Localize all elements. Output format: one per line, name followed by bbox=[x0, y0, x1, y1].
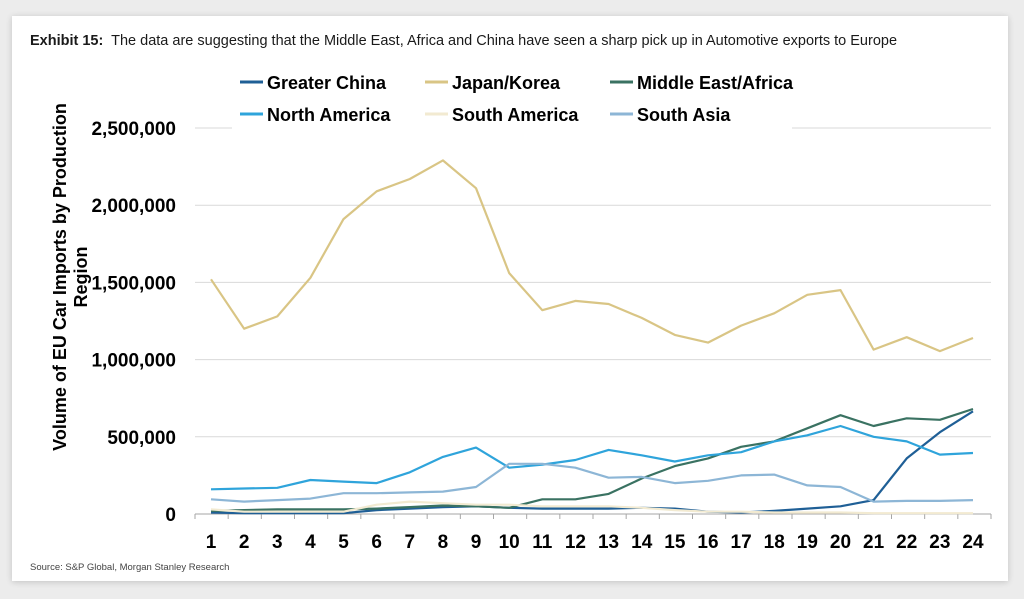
x-tick-label: 7 bbox=[404, 532, 415, 553]
series-line-middle-east-africa bbox=[210, 407, 974, 512]
series-line-japan-korea bbox=[210, 159, 974, 353]
x-tick-label: 10 bbox=[499, 532, 520, 553]
x-axis-ticks: 1 2 3 4 5 6 7 8 9 10 11 12 13 14 15 16 17 18 19 20 21 22 23 24 bbox=[206, 532, 984, 553]
x-tick-label: 23 bbox=[929, 532, 950, 553]
x-tick-label: 21 bbox=[863, 532, 885, 553]
y-tick-label: 2,000,000 bbox=[91, 196, 176, 217]
x-axis bbox=[194, 513, 992, 519]
x-tick-label: 18 bbox=[764, 532, 785, 553]
x-tick-label: 17 bbox=[731, 532, 752, 553]
x-tick-label: 15 bbox=[664, 532, 686, 553]
legend: Greater China Japan/Korea Middle East/Afri… bbox=[232, 68, 794, 130]
x-tick-label: 16 bbox=[697, 532, 718, 553]
series-line-south-america bbox=[210, 500, 973, 515]
exhibit-title-text: The data are suggesting that the Middle … bbox=[111, 33, 898, 49]
y-tick-label: 1,500,000 bbox=[91, 273, 176, 294]
y-axis-label-line-2: Region bbox=[71, 247, 91, 308]
x-tick-label: 20 bbox=[830, 532, 851, 553]
x-tick-label: 22 bbox=[896, 532, 917, 553]
x-tick-label: 13 bbox=[598, 532, 619, 553]
y-tick-label: 500,000 bbox=[107, 428, 176, 449]
x-tick-label: 2 bbox=[239, 532, 250, 553]
source-note: Source: S&P Global, Morgan Stanley Resea… bbox=[30, 562, 230, 573]
legend-label-japan-korea: Japan/Korea bbox=[452, 73, 561, 93]
legend-label-south-america: South America bbox=[452, 105, 579, 125]
x-tick-label: 12 bbox=[565, 532, 586, 553]
series-line-south-asia bbox=[210, 462, 974, 503]
series-lines bbox=[210, 159, 974, 515]
legend-background bbox=[232, 68, 792, 130]
x-tick-label: 1 bbox=[206, 532, 217, 553]
series-line-north-america bbox=[210, 424, 974, 491]
x-tick-label: 9 bbox=[471, 532, 482, 553]
y-axis-label: Volume of EU Car Imports by Production Re… bbox=[50, 103, 91, 451]
gridlines bbox=[195, 127, 991, 438]
x-tick-label: 5 bbox=[338, 532, 349, 553]
legend-label-north-america: North America bbox=[267, 105, 391, 125]
x-tick-label: 19 bbox=[797, 532, 818, 553]
y-axis-ticks: 0 500,000 1,000,000 1,500,000 2,000,000 2,500… bbox=[91, 119, 176, 526]
x-tick-label: 6 bbox=[371, 532, 382, 553]
legend-label-south-asia: South Asia bbox=[637, 105, 731, 125]
y-tick-label: 1,000,000 bbox=[91, 351, 176, 372]
x-tick-label: 14 bbox=[631, 532, 653, 553]
x-tick-label: 3 bbox=[272, 532, 283, 553]
legend-label-middle-east-africa: Middle East/Africa bbox=[637, 73, 794, 93]
y-tick-label: 2,500,000 bbox=[91, 119, 176, 140]
y-tick-label: 0 bbox=[165, 505, 176, 526]
series-line-greater-china bbox=[210, 410, 974, 515]
y-axis-label-line-1: Volume of EU Car Imports by Production bbox=[50, 103, 70, 451]
x-tick-label: 4 bbox=[305, 532, 316, 553]
x-tick-label: 8 bbox=[438, 532, 449, 553]
exhibit-number: Exhibit 15: bbox=[30, 33, 104, 49]
x-tick-label: 24 bbox=[962, 532, 984, 553]
x-tick-label: 11 bbox=[532, 532, 553, 553]
legend-label-greater-china: Greater China bbox=[267, 73, 387, 93]
exhibit-title: Exhibit 15: The data are suggesting that… bbox=[30, 33, 897, 49]
